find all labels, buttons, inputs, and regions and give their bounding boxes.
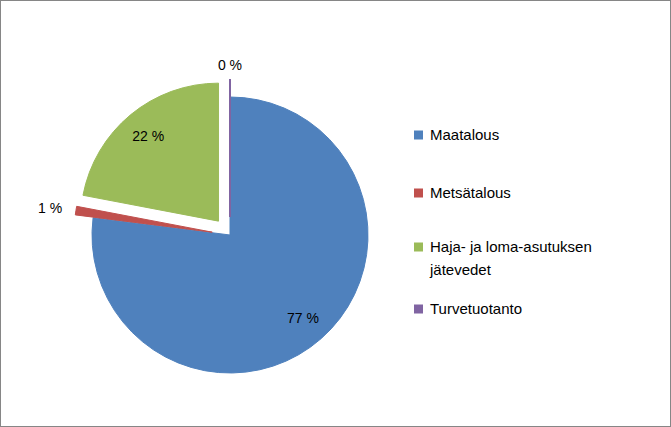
legend-swatch <box>414 131 423 140</box>
pie-slice <box>229 79 231 217</box>
legend: Maatalous Metsätalous Haja- ja loma-asutuk… <box>414 126 592 317</box>
legend-swatch <box>414 189 423 198</box>
legend-label-line: Turvetuotanto <box>430 300 522 317</box>
legend-label-line: Haja- ja loma-asutuksen <box>430 238 592 255</box>
data-label: 22 % <box>132 128 164 144</box>
legend-swatch <box>414 243 423 252</box>
legend-label-line: Maatalous <box>430 126 499 143</box>
legend-label: Maatalous <box>430 126 499 143</box>
legend-label: Metsätalous <box>430 184 511 201</box>
data-label: 77 % <box>287 310 319 326</box>
chart-frame <box>1 1 671 427</box>
legend-label-line: Metsätalous <box>430 184 511 201</box>
pie-slice <box>83 83 219 221</box>
legend-label-line: jätevedet <box>429 261 492 278</box>
data-label: 0 % <box>218 57 242 73</box>
chart: 77 % 1 % 22 % 0 % Maatalous Metsätalous Haja- … <box>0 0 671 427</box>
legend-swatch <box>414 305 423 314</box>
legend-label: Haja- ja loma-asutuksen jätevedet <box>429 238 592 278</box>
legend-label: Turvetuotanto <box>430 300 522 317</box>
plot-area <box>75 79 368 373</box>
data-labels: 77 % 1 % 22 % 0 % <box>38 57 319 326</box>
data-label: 1 % <box>38 200 62 216</box>
